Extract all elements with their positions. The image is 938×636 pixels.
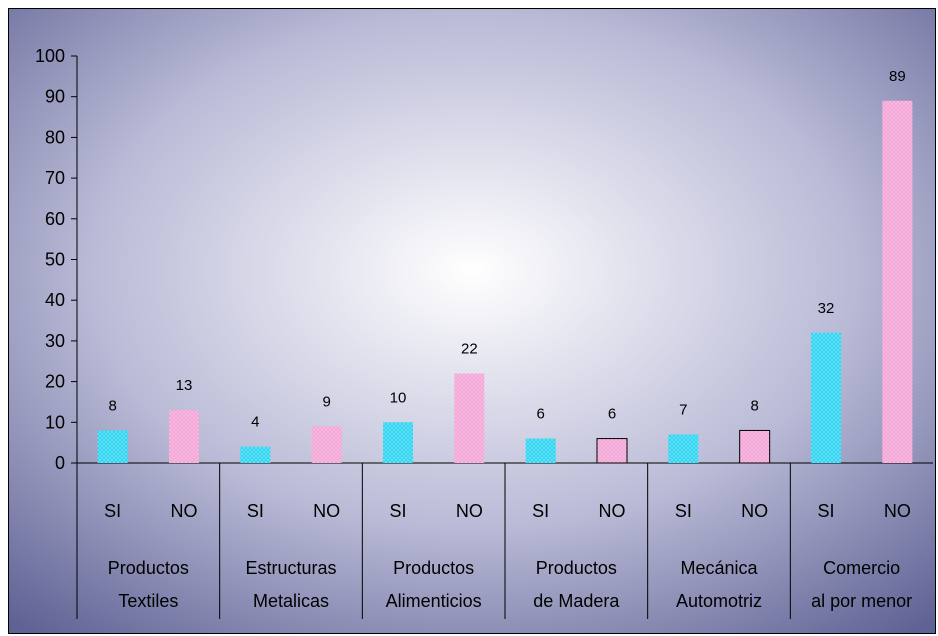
bar-texture: [311, 426, 342, 463]
bar-texture: [240, 446, 271, 463]
subcategory-label: SI: [532, 501, 549, 521]
data-label: 22: [461, 340, 478, 357]
data-label: 9: [322, 393, 330, 410]
subcategory-label: NO: [313, 501, 340, 521]
data-label: 8: [750, 397, 758, 414]
subcategory-label: NO: [456, 501, 483, 521]
y-tick-label: 90: [45, 87, 65, 107]
group-label-line2: Metalicas: [253, 591, 329, 611]
bar-texture: [97, 430, 128, 463]
labels: 0 10 20 30 40 50 60 70 80 90 100 8 SI 13 NO Productos Te…: [35, 46, 912, 611]
y-tick-label: 20: [45, 372, 65, 392]
data-label: 6: [536, 406, 544, 423]
bar-chart: 0 10 20 30 40 50 60 70 80 90 100 8 SI 13 NO Productos Te…: [9, 9, 935, 633]
axes: [71, 55, 933, 619]
y-tick-label: 0: [55, 453, 65, 473]
data-label: 7: [679, 402, 687, 419]
bar-texture: [739, 429, 771, 464]
subcategory-label: NO: [171, 501, 198, 521]
group-label-line2: Textiles: [118, 591, 178, 611]
group-label-line2: de Madera: [533, 591, 620, 611]
subcategory-label: NO: [599, 501, 626, 521]
data-label: 32: [818, 300, 835, 317]
data-label: 10: [390, 389, 407, 406]
data-label: 89: [889, 68, 906, 85]
subcategory-label: SI: [389, 501, 406, 521]
group-label-line1: Mecánica: [680, 558, 758, 578]
group-label-line1: Comercio: [823, 558, 900, 578]
data-label: 8: [108, 397, 116, 414]
bar-texture: [454, 373, 485, 463]
bar-texture: [668, 434, 699, 463]
bars: [97, 100, 913, 464]
chart-frame: 0 10 20 30 40 50 60 70 80 90 100 8 SI 13 NO Productos Te…: [8, 8, 936, 634]
data-label: 6: [608, 406, 616, 423]
data-label: 13: [176, 377, 193, 394]
bar-texture: [596, 438, 628, 464]
y-tick-label: 50: [45, 250, 65, 270]
group-label-line2: Alimenticios: [386, 591, 482, 611]
y-tick-label: 100: [35, 46, 65, 66]
bar-texture: [811, 332, 841, 463]
subcategory-label: SI: [675, 501, 692, 521]
group-label-line1: Productos: [393, 558, 474, 578]
subcategory-label: SI: [817, 501, 834, 521]
subcategory-label: SI: [104, 501, 121, 521]
data-label: 4: [251, 414, 259, 431]
group-label-line2: Automotriz: [676, 591, 762, 611]
subcategory-label: NO: [884, 501, 911, 521]
subcategory-label: SI: [247, 501, 264, 521]
subcategory-label: NO: [741, 501, 768, 521]
bar-texture: [882, 100, 913, 464]
y-tick-label: 10: [45, 412, 65, 432]
group-label-line1: Estructuras: [245, 558, 336, 578]
bar-texture: [383, 422, 413, 463]
group-label-line1: Productos: [108, 558, 189, 578]
y-tick-label: 80: [45, 127, 65, 147]
chart-background: [9, 9, 935, 633]
y-tick-label: 70: [45, 168, 65, 188]
y-tick-label: 60: [45, 209, 65, 229]
bar-texture: [525, 438, 556, 463]
y-tick-label: 40: [45, 290, 65, 310]
y-tick-label: 30: [45, 331, 65, 351]
bar-texture: [169, 410, 199, 463]
group-label-line2: al por menor: [811, 591, 912, 611]
group-label-line1: Productos: [536, 558, 617, 578]
